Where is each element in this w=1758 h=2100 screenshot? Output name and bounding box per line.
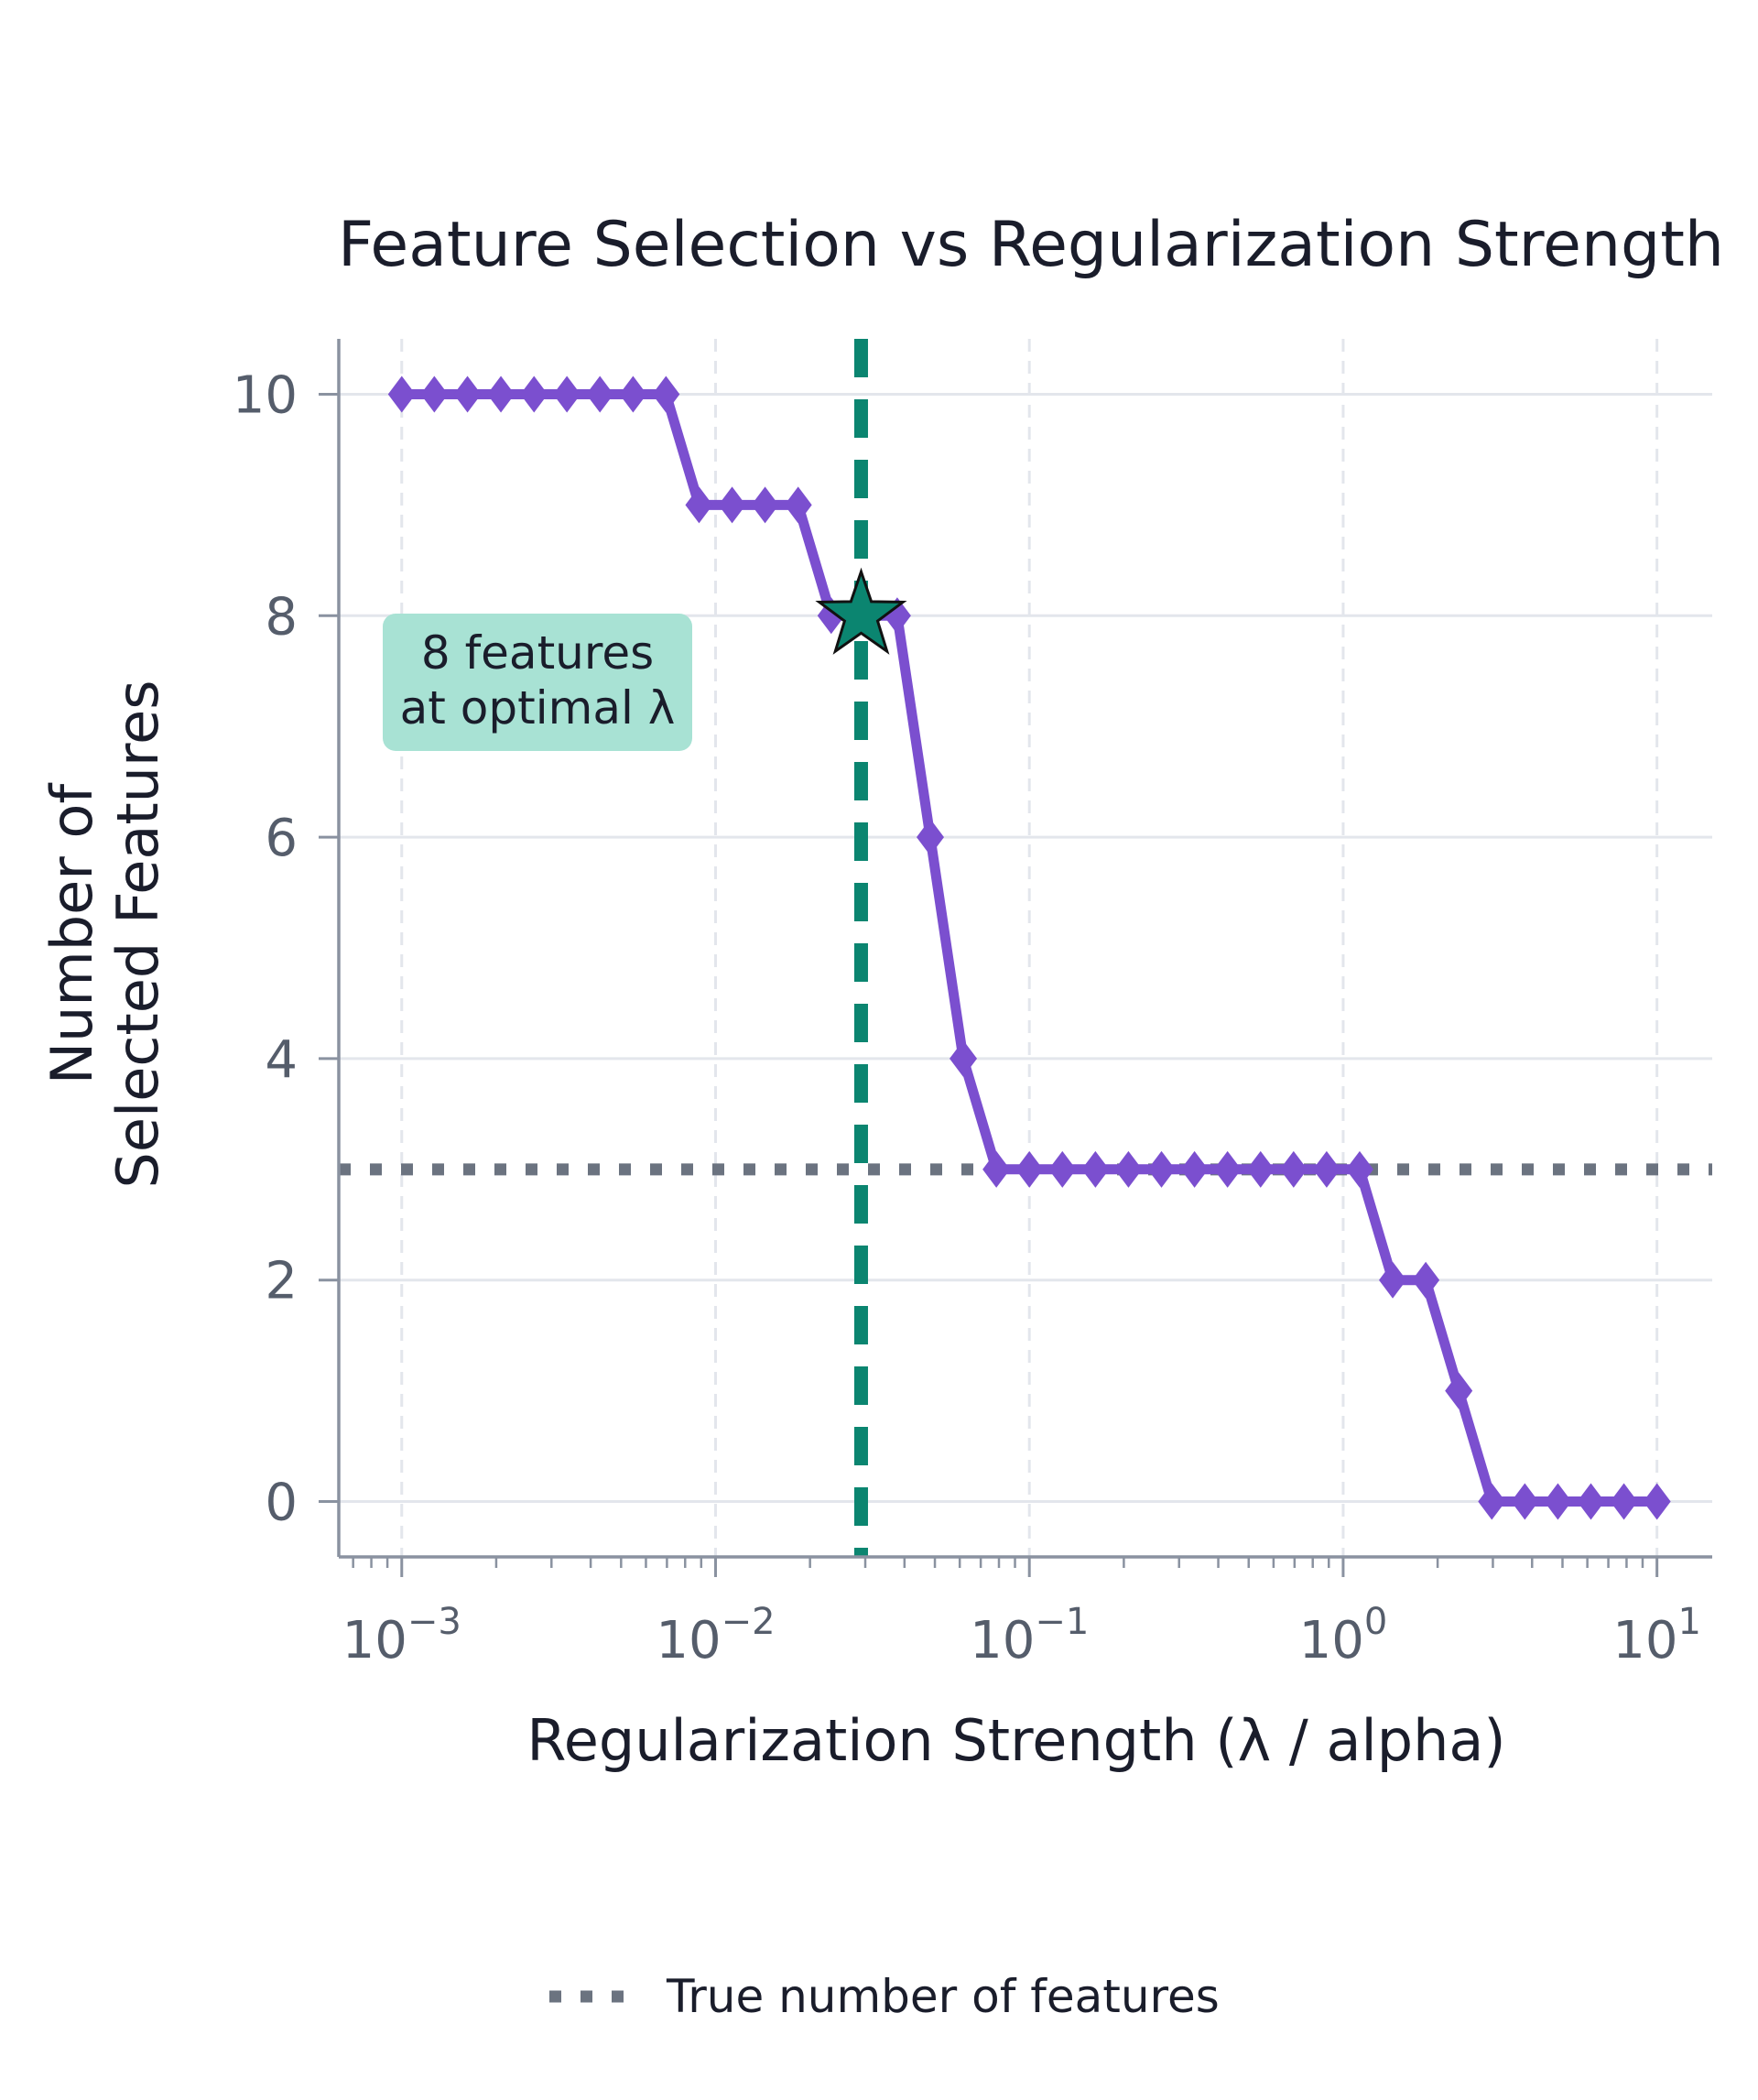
y-axis-label-line: Selected Features <box>104 680 171 1188</box>
data-point <box>487 375 515 413</box>
data-point <box>1147 1150 1176 1188</box>
legend-label: True number of features <box>666 1970 1220 2023</box>
data-point <box>1511 1483 1539 1520</box>
series-group <box>387 375 1671 1520</box>
x-tick-label: 10−2 <box>656 1601 775 1670</box>
data-point <box>950 1039 978 1077</box>
y-tick-label: 6 <box>265 809 298 868</box>
data-point <box>751 486 779 524</box>
data-point <box>982 1150 1011 1188</box>
x-tick-label: 101 <box>1612 1601 1701 1670</box>
data-point <box>520 375 548 413</box>
axes: 0 2 4 6 8 10 10−3 10−2 10−1 100 101 <box>233 339 1712 1670</box>
data-point <box>1412 1261 1440 1299</box>
data-point <box>387 375 416 413</box>
annotation-box <box>383 614 692 751</box>
data-point <box>453 375 482 413</box>
data-point <box>1213 1150 1242 1188</box>
data-point <box>1312 1150 1340 1188</box>
data-point <box>1081 1150 1110 1188</box>
data-point <box>1345 1150 1373 1188</box>
data-point <box>1577 1483 1605 1520</box>
legend: True number of features <box>549 1970 1220 2023</box>
data-point <box>1048 1150 1077 1188</box>
data-point <box>652 375 680 413</box>
data-point <box>1445 1372 1473 1409</box>
data-point <box>784 486 812 524</box>
data-point <box>1544 1483 1572 1520</box>
y-axis-label: Number of Selected Features <box>38 680 171 1188</box>
x-tick-label: 10−3 <box>342 1601 461 1670</box>
y-tick-label: 10 <box>233 365 298 425</box>
data-point <box>586 375 614 413</box>
x-tick-label: 100 <box>1299 1601 1388 1670</box>
grid <box>339 339 1712 1557</box>
data-point <box>1180 1150 1209 1188</box>
data-point <box>718 486 746 524</box>
x-tick-label: 10−1 <box>970 1601 1089 1670</box>
data-point <box>916 819 944 856</box>
data-point <box>1610 1483 1638 1520</box>
data-point <box>685 486 713 524</box>
data-point <box>1246 1150 1275 1188</box>
y-tick-label: 2 <box>265 1252 298 1311</box>
data-point <box>1114 1150 1143 1188</box>
data-point <box>1015 1150 1044 1188</box>
data-point <box>1478 1483 1506 1520</box>
data-point <box>619 375 647 413</box>
y-axis-label-line: Number of <box>38 782 105 1085</box>
y-tick-label: 4 <box>265 1030 298 1090</box>
data-point <box>420 375 449 413</box>
optimal-star-marker <box>815 567 907 655</box>
annotation-text: at optimal λ <box>400 681 676 734</box>
y-tick-label: 8 <box>265 587 298 647</box>
x-axis-label: Regularization Strength (λ / alpha) <box>526 1707 1505 1774</box>
data-point <box>1379 1261 1407 1299</box>
data-point <box>1279 1150 1308 1188</box>
chart-title: Feature Selection vs Regularization Stre… <box>338 209 1724 281</box>
annotation-text: 8 features <box>421 626 654 680</box>
y-tick-label: 0 <box>265 1474 298 1533</box>
data-point <box>553 375 581 413</box>
data-point <box>1643 1483 1671 1520</box>
